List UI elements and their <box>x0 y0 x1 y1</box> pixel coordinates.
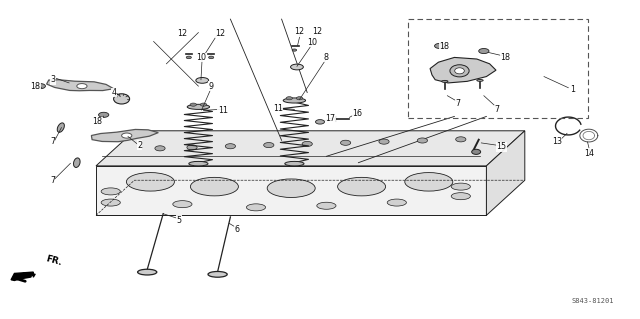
Text: 6: 6 <box>234 225 239 234</box>
Ellipse shape <box>209 56 214 59</box>
Text: 10: 10 <box>196 53 207 62</box>
Circle shape <box>379 139 389 144</box>
Circle shape <box>264 143 274 148</box>
Ellipse shape <box>451 183 470 190</box>
Circle shape <box>296 97 303 100</box>
Polygon shape <box>96 131 525 166</box>
Text: 7: 7 <box>50 137 55 146</box>
Ellipse shape <box>472 149 481 154</box>
Text: 10: 10 <box>307 38 317 47</box>
Circle shape <box>302 141 312 146</box>
Circle shape <box>340 140 351 145</box>
Ellipse shape <box>186 56 191 59</box>
Text: 11: 11 <box>273 104 283 113</box>
Text: 12: 12 <box>177 29 187 38</box>
Circle shape <box>187 145 197 150</box>
Text: 1: 1 <box>570 85 575 94</box>
Ellipse shape <box>74 158 80 167</box>
Ellipse shape <box>442 80 448 82</box>
Text: S843-81201: S843-81201 <box>572 298 614 304</box>
Circle shape <box>225 144 236 149</box>
Ellipse shape <box>101 199 120 206</box>
Circle shape <box>456 137 466 142</box>
Circle shape <box>417 138 428 143</box>
Text: 12: 12 <box>215 29 225 38</box>
Text: 18: 18 <box>439 42 449 51</box>
Ellipse shape <box>285 161 304 166</box>
Circle shape <box>155 146 165 151</box>
Ellipse shape <box>101 188 120 195</box>
Text: 11: 11 <box>218 106 228 115</box>
Ellipse shape <box>404 173 453 191</box>
Ellipse shape <box>246 204 266 211</box>
Text: 18: 18 <box>92 117 102 126</box>
Polygon shape <box>486 131 525 215</box>
Circle shape <box>77 84 87 89</box>
Ellipse shape <box>450 65 469 77</box>
Text: 14: 14 <box>584 149 595 158</box>
Ellipse shape <box>387 199 406 206</box>
Text: 7: 7 <box>455 99 460 108</box>
Ellipse shape <box>196 78 209 83</box>
Text: 13: 13 <box>552 137 562 146</box>
Polygon shape <box>47 80 114 91</box>
Text: 18: 18 <box>30 82 40 91</box>
Text: 7: 7 <box>494 105 499 114</box>
Ellipse shape <box>451 193 470 200</box>
Text: 12: 12 <box>312 27 323 36</box>
Text: 8: 8 <box>324 53 329 62</box>
Text: 3: 3 <box>51 75 56 84</box>
Ellipse shape <box>57 123 65 132</box>
Text: 7: 7 <box>50 176 55 185</box>
Polygon shape <box>92 130 158 142</box>
Text: FR.: FR. <box>45 254 63 267</box>
Ellipse shape <box>191 177 239 196</box>
Text: 2: 2 <box>137 141 142 150</box>
Text: 5: 5 <box>177 216 182 225</box>
Circle shape <box>286 97 292 100</box>
Text: 17: 17 <box>325 114 335 123</box>
Text: 9: 9 <box>209 82 214 91</box>
Ellipse shape <box>173 201 192 208</box>
Ellipse shape <box>291 64 303 70</box>
Circle shape <box>122 133 132 138</box>
Bar <box>408 19 588 118</box>
Ellipse shape <box>454 68 465 74</box>
Ellipse shape <box>477 79 483 81</box>
Ellipse shape <box>138 269 157 275</box>
Ellipse shape <box>268 179 315 197</box>
Circle shape <box>190 103 196 106</box>
Circle shape <box>435 43 445 48</box>
Ellipse shape <box>208 271 227 277</box>
Polygon shape <box>11 272 35 280</box>
Text: 16: 16 <box>352 109 362 118</box>
Ellipse shape <box>292 49 297 51</box>
Circle shape <box>99 112 109 117</box>
Circle shape <box>479 48 489 54</box>
Text: 12: 12 <box>294 27 305 36</box>
Ellipse shape <box>317 202 336 209</box>
Circle shape <box>316 120 324 124</box>
Circle shape <box>35 84 45 89</box>
Ellipse shape <box>188 104 210 109</box>
Ellipse shape <box>338 177 385 196</box>
Ellipse shape <box>126 173 174 191</box>
Polygon shape <box>430 57 496 83</box>
Ellipse shape <box>114 94 129 104</box>
Circle shape <box>200 103 207 106</box>
Text: 4: 4 <box>111 88 116 97</box>
Ellipse shape <box>189 161 208 166</box>
Text: 15: 15 <box>496 142 506 151</box>
Text: 18: 18 <box>500 53 510 62</box>
Ellipse shape <box>284 98 306 103</box>
Polygon shape <box>96 166 486 215</box>
